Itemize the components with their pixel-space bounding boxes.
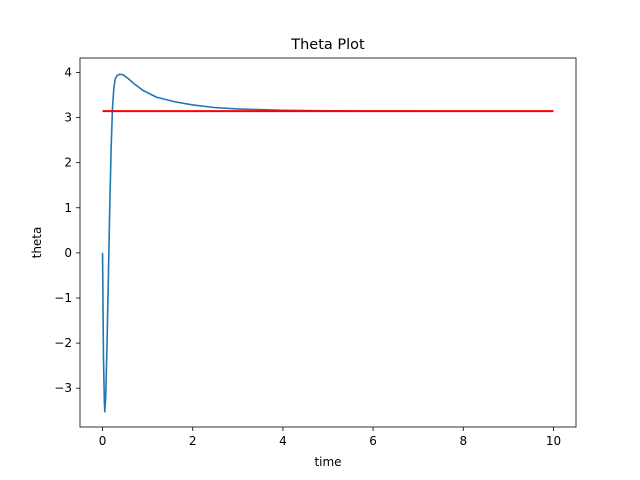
x-axis-ticks: 0 2 4 6 8 10 — [99, 427, 561, 448]
y-axis-ticks: −3 −2 −1 0 1 2 3 4 — [54, 65, 80, 395]
x-tick-label: 10 — [546, 434, 561, 448]
y-tick-label: 0 — [64, 246, 72, 260]
y-axis-label: theta — [30, 227, 44, 259]
y-tick-label: 4 — [64, 65, 72, 79]
x-tick-label: 6 — [369, 434, 377, 448]
series-layer — [101, 73, 554, 413]
y-tick-label: 1 — [64, 201, 72, 215]
y-tick-label: 3 — [64, 111, 72, 125]
x-tick-label: 2 — [189, 434, 197, 448]
chart-title: Theta Plot — [290, 37, 365, 53]
x-tick-label: 8 — [459, 434, 467, 448]
y-tick-label: 2 — [64, 156, 72, 170]
y-tick-label: −3 — [54, 381, 72, 395]
x-tick-label: 4 — [279, 434, 287, 448]
plot-frame — [79, 57, 577, 428]
y-tick-label: −2 — [54, 336, 72, 350]
x-tick-label: 0 — [99, 434, 107, 448]
x-axis-label: time — [314, 455, 341, 469]
y-tick-label: −1 — [54, 291, 72, 305]
